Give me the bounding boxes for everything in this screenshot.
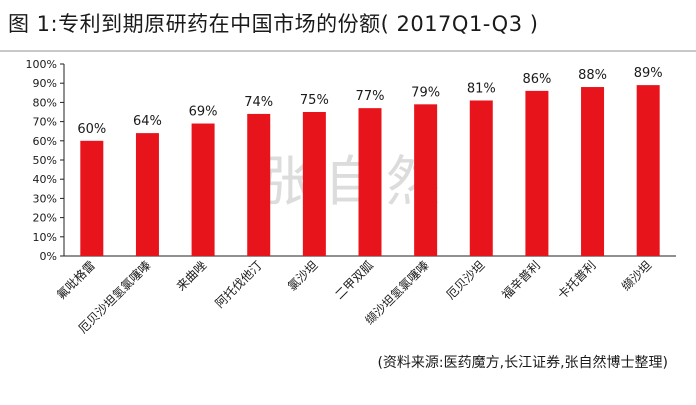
- y-tick-label: 90%: [33, 77, 57, 90]
- bar: [525, 90, 549, 256]
- title-divider: [0, 50, 696, 52]
- y-tick-label: 20%: [33, 212, 57, 225]
- bar: [469, 100, 493, 256]
- bar: [581, 87, 605, 256]
- bar: [135, 133, 159, 256]
- y-tick-label: 70%: [33, 116, 57, 129]
- data-label: 86%: [522, 72, 551, 87]
- category-label: 二甲双胍: [332, 258, 377, 303]
- category-label: 卡托普利: [555, 258, 599, 302]
- bar: [414, 104, 438, 256]
- bars: [80, 85, 660, 257]
- data-label: 89%: [634, 66, 663, 81]
- data-label: 81%: [467, 81, 496, 96]
- source-note: (资料来源:医药魔方,长江证券,张自然博士整理): [377, 355, 668, 371]
- category-label: 阿托伐他汀: [213, 258, 265, 310]
- y-tick-label: 30%: [33, 192, 57, 205]
- bar: [636, 85, 660, 257]
- y-axis: 0% 10% 20% 30% 40% 50% 60% 70% 80% 90% 100%: [26, 58, 65, 263]
- y-tick-label: 100%: [26, 58, 57, 71]
- category-label: 来曲唑: [174, 258, 209, 293]
- y-tick-label: 50%: [33, 154, 57, 167]
- y-tick-label: 80%: [33, 96, 57, 109]
- bar: [191, 123, 215, 257]
- chart-title: 图 1:专利到期原研药在中国市场的份额( 2017Q1-Q3 ): [8, 12, 539, 36]
- bar: [358, 108, 382, 256]
- data-label: 60%: [77, 122, 106, 137]
- data-label: 64%: [133, 114, 162, 129]
- category-label: 厄贝沙坦: [444, 258, 488, 302]
- watermark: 张自然: [262, 150, 448, 213]
- category-label: 缬沙坦: [619, 258, 654, 293]
- bar: [247, 113, 271, 256]
- data-label: 69%: [189, 105, 218, 120]
- y-tick-label: 40%: [33, 173, 57, 186]
- category-label: 福辛普利: [498, 258, 543, 303]
- data-label: 74%: [244, 95, 273, 110]
- data-label: 75%: [300, 93, 329, 108]
- bar: [80, 140, 104, 256]
- y-tick-label: 10%: [33, 231, 57, 244]
- bar: [302, 112, 326, 256]
- data-label: 77%: [356, 89, 385, 104]
- category-label: 氯沙坦: [285, 258, 320, 293]
- data-labels: 60% 64% 69% 74% 75% 77% 79% 81% 86% 88% 89%: [77, 66, 662, 137]
- category-label: 氟吡格雷: [53, 258, 98, 303]
- data-label: 79%: [411, 85, 440, 100]
- y-tick-label: 60%: [33, 135, 57, 148]
- data-label: 88%: [578, 68, 607, 83]
- y-tick-label: 0%: [40, 250, 57, 263]
